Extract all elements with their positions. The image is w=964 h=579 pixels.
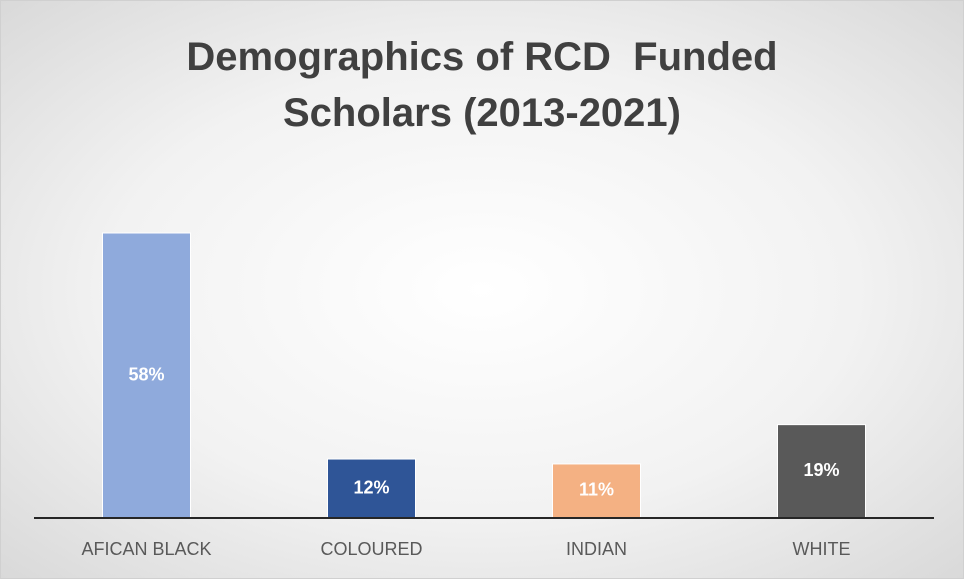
- chart-title: Demographics of RCD Funded Scholars (201…: [186, 35, 789, 135]
- bar: [327, 458, 416, 519]
- x-tick-label: AFICAN BLACK: [81, 539, 211, 559]
- x-tick-label: WHITE: [793, 539, 851, 559]
- data-label: 12%: [353, 477, 389, 497]
- x-tick-label: INDIAN: [566, 539, 627, 559]
- x-tick-label: COLOURED: [320, 539, 422, 559]
- bar: [777, 424, 866, 519]
- bar: [102, 232, 191, 519]
- data-label: 11%: [579, 480, 614, 500]
- data-label: 58%: [128, 364, 164, 384]
- bar: [552, 463, 641, 519]
- data-label: 19%: [803, 460, 839, 480]
